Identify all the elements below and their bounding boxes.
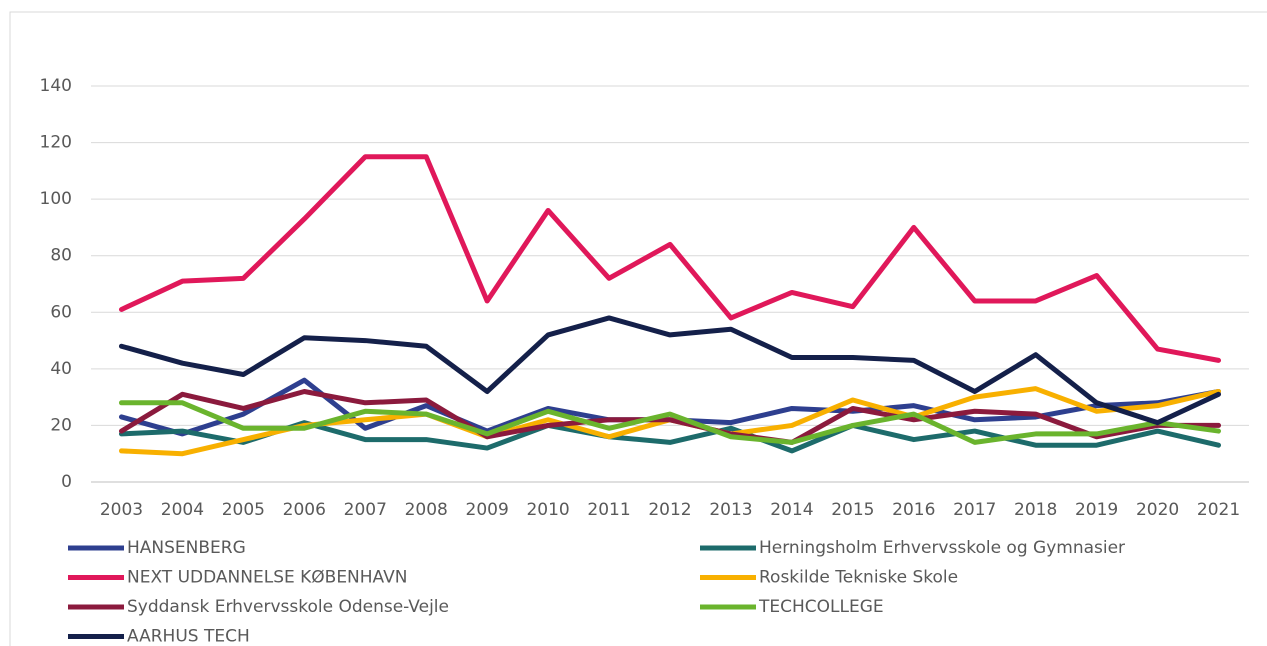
series-line (118, 400, 1222, 445)
x-tick-label: 2006 (283, 500, 326, 520)
x-tick-label: 2005 (222, 500, 265, 520)
legend-label: AARHUS TECH (127, 627, 250, 646)
series-line (118, 420, 1222, 454)
y-tick-label: 0 (61, 472, 72, 492)
x-tick-label: 2011 (587, 500, 630, 520)
y-tick-label: 100 (40, 189, 72, 209)
legend-label: Herningsholm Erhvervsskole og Gymnasier (759, 538, 1125, 558)
series-line (118, 154, 1222, 363)
x-tick-label: 2008 (405, 500, 448, 520)
y-tick-label: 120 (40, 133, 72, 153)
x-tick-label: 2003 (100, 500, 143, 520)
x-tick-label: 2015 (831, 500, 874, 520)
y-tick-label: 40 (50, 359, 72, 379)
x-tick-label: 2010 (526, 500, 569, 520)
series-line (118, 315, 1222, 426)
series-line (118, 388, 1222, 445)
x-tick-label: 2004 (161, 500, 204, 520)
x-tick-label: 2021 (1197, 500, 1240, 520)
y-tick-label: 20 (50, 415, 72, 435)
x-tick-label: 2007 (344, 500, 387, 520)
x-tick-label: 2012 (648, 500, 691, 520)
x-tick-label: 2016 (892, 500, 935, 520)
y-tick-label: 140 (40, 76, 72, 96)
x-tick-label: 2017 (953, 500, 996, 520)
chart-border (9, 11, 1267, 646)
x-tick-label: 2018 (1014, 500, 1057, 520)
legend-label: Roskilde Tekniske Skole (759, 568, 958, 588)
legend-label: Syddansk Erhvervsskole Odense-Vejle (127, 597, 449, 617)
x-tick-label: 2019 (1075, 500, 1118, 520)
y-tick-label: 60 (50, 302, 72, 322)
x-tick-label: 2009 (466, 500, 509, 520)
x-tick-label: 2013 (709, 500, 752, 520)
legend-label: TECHCOLLEGE (758, 597, 884, 617)
y-tick-label: 80 (50, 246, 72, 266)
legend-label: HANSENBERG (127, 538, 246, 558)
x-tick-label: 2020 (1136, 500, 1179, 520)
legend-label: NEXT UDDANNELSE KØBENHAVN (127, 568, 407, 588)
x-tick-label: 2014 (770, 500, 813, 520)
